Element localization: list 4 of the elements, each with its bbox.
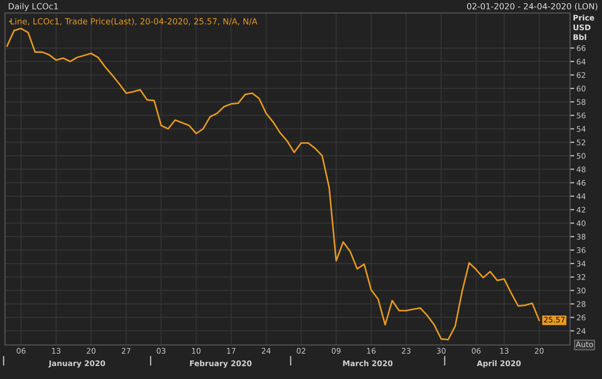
chart-title: Daily LCOc1 bbox=[8, 2, 58, 12]
legend-label: Line, LCOc1, Trade Price(Last), 20-04-2020, 25.57, N/A, N/A bbox=[10, 18, 258, 26]
line-series bbox=[6, 28, 540, 340]
chart-subtitle: 02-01-2020 - 24-04-2020 (LON) bbox=[467, 2, 598, 10]
